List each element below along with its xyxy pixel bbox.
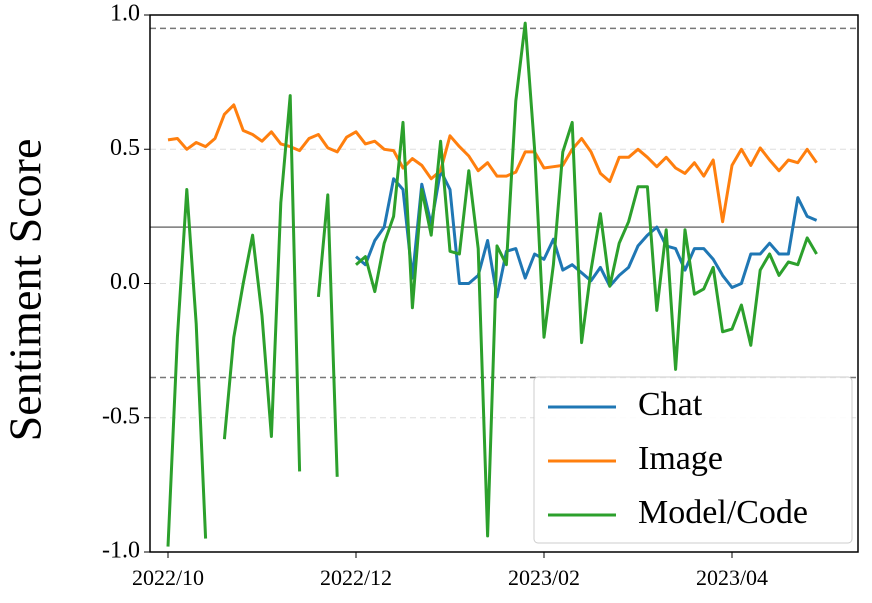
legend-label: Model/Code [638,494,808,531]
y-tick-label: -1.0 [102,538,140,564]
series-line [166,21,818,547]
x-tick-label: 2023/02 [508,565,580,590]
y-tick-label: 0.5 [110,135,140,161]
y-tick-label: -0.5 [102,403,140,429]
y-tick-label: 0.0 [110,269,140,295]
legend-box [533,376,853,544]
y-tick-label: 1.0 [110,1,140,27]
legend-label: Chat [638,386,703,423]
legend-label: Image [638,440,723,477]
x-tick-label: 2022/10 [132,565,204,590]
x-tick-label: 2022/12 [320,565,392,590]
y-axis-label: Sentiment Score [0,139,51,442]
x-tick-label: 2023/04 [696,565,768,590]
series-line [167,103,818,224]
series-line [355,169,818,299]
plot-frame [149,14,859,553]
